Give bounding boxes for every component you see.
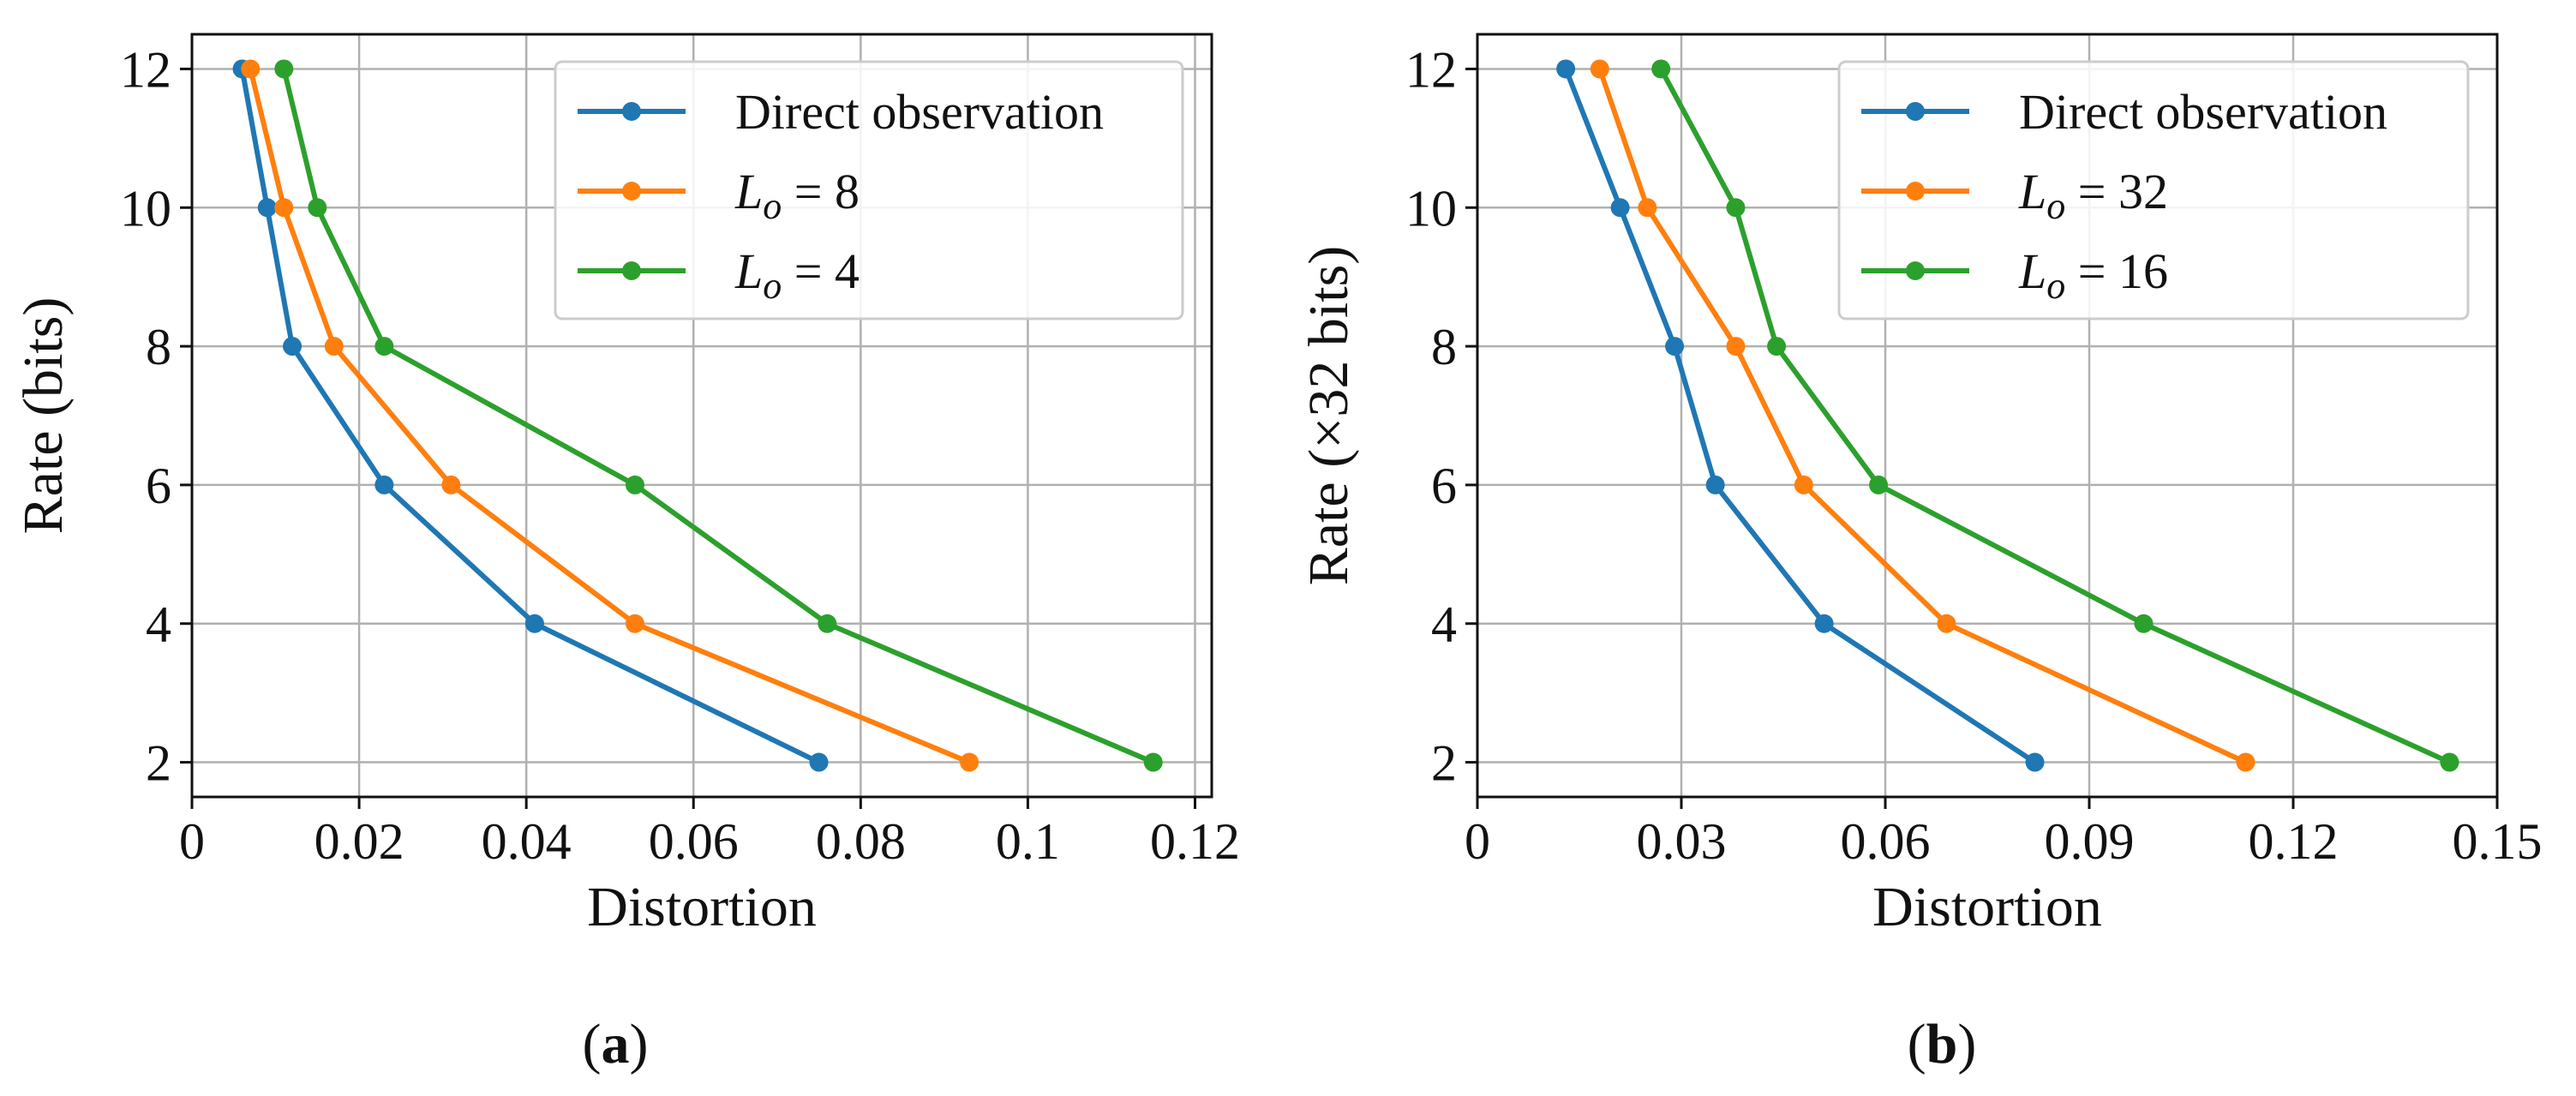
data-point	[818, 614, 837, 633]
data-point	[257, 198, 277, 218]
legend-marker	[622, 102, 641, 121]
y-tick-label: 10	[1405, 180, 1457, 237]
data-point	[524, 614, 544, 633]
data-point	[625, 475, 644, 494]
y-tick-label: 8	[146, 319, 171, 375]
x-tick-label: 0.08	[816, 813, 906, 870]
y-tick-label: 2	[1431, 735, 1457, 792]
y-tick-label: 10	[120, 180, 171, 237]
legend-entry-1: Lo = 32	[2018, 164, 2168, 227]
legend-marker	[1906, 182, 1925, 201]
data-point	[625, 614, 644, 633]
data-point	[2025, 752, 2045, 772]
x-tick-label: 0.15	[2453, 813, 2543, 870]
y-axis-label: Rate (×32 bits)	[1297, 246, 1360, 585]
chart-panel-a: 0 0.02 0.04 0.06 0.08 0.1 0.12 2 4 6 8 10 12 Distorti…	[12, 33, 1240, 1075]
legend: Direct observation Lo = 32 Lo = 16	[1837, 60, 2470, 320]
x-axis-label: Distortion	[587, 876, 817, 938]
legend-entry-0: Direct observation	[735, 84, 1104, 140]
data-point	[2440, 752, 2459, 772]
legend-marker	[622, 261, 641, 280]
legend-entry-0: Direct observation	[2019, 84, 2387, 140]
data-point	[1869, 475, 1889, 494]
legend-box	[554, 60, 1184, 320]
y-tick-label: 6	[146, 458, 171, 514]
legend-marker	[1906, 102, 1925, 121]
data-point	[274, 198, 294, 218]
x-tick-label: 0	[179, 813, 205, 870]
data-point	[809, 752, 829, 772]
data-point	[324, 337, 344, 356]
data-point	[1726, 198, 1746, 218]
chart-panel-b: 0 0.03 0.06 0.09 0.12 0.15 2 4 6 8 10 12 Distortion R…	[1297, 33, 2543, 1075]
data-point	[1726, 337, 1746, 356]
x-tick-label: 0.09	[2045, 813, 2135, 870]
legend: Direct observation Lo = 8 Lo = 4	[554, 60, 1184, 320]
data-point	[1610, 198, 1630, 218]
x-tick-label: 0	[1465, 813, 1490, 870]
data-point	[1767, 337, 1787, 356]
legend-marker	[1906, 261, 1925, 280]
plot-frame	[190, 33, 1213, 799]
x-tick-label: 0.1	[996, 813, 1060, 870]
y-tick-label: 6	[1431, 458, 1457, 514]
x-tick-label: 0.06	[1841, 813, 1931, 870]
data-point	[274, 59, 294, 79]
data-point	[1556, 59, 1576, 79]
legend-entry-2: Lo = 4	[734, 243, 860, 307]
x-tick-label: 0.06	[649, 813, 739, 870]
x-tick-label: 0.02	[315, 813, 404, 870]
x-tick-label: 0.12	[1150, 813, 1240, 870]
y-tick-label: 4	[146, 596, 171, 653]
plot-frame	[1476, 33, 2499, 799]
series-line-1	[1597, 68, 2247, 765]
x-tick-label: 0.04	[482, 813, 572, 870]
legend-entry-1: Lo = 8	[734, 164, 860, 227]
data-point	[1665, 337, 1685, 356]
data-point	[1794, 475, 1813, 494]
data-point	[441, 475, 461, 494]
legend-box	[1837, 60, 2470, 320]
data-point	[960, 752, 979, 772]
series-line-0	[1563, 68, 2037, 765]
y-axis-label: Rate (bits)	[12, 297, 75, 535]
series-line-1	[248, 68, 971, 765]
data-point	[1590, 59, 1609, 79]
y-tick-label: 8	[1431, 319, 1457, 375]
data-point	[241, 59, 261, 79]
data-point	[1651, 59, 1671, 79]
y-tick-label: 12	[1405, 41, 1457, 98]
caption: (b)	[1908, 1013, 1977, 1075]
y-tick-label: 2	[146, 735, 171, 792]
legend-marker	[622, 182, 641, 201]
y-tick-label: 4	[1431, 596, 1457, 653]
y-tick-label: 12	[120, 41, 171, 98]
data-point	[374, 475, 394, 494]
x-tick-label: 0.03	[1637, 813, 1727, 870]
data-point	[1937, 614, 1956, 633]
series-line-2	[281, 68, 1154, 765]
data-point	[1143, 752, 1163, 772]
x-axis-label: Distortion	[1872, 876, 2102, 938]
caption: (a)	[583, 1013, 649, 1075]
data-point	[1705, 475, 1725, 494]
data-point	[283, 337, 303, 356]
data-point	[308, 198, 327, 218]
data-point	[374, 337, 394, 356]
legend-entry-2: Lo = 16	[2018, 243, 2168, 307]
data-point	[2134, 614, 2154, 633]
data-point	[2236, 752, 2255, 772]
data-point	[1638, 198, 1657, 218]
x-tick-label: 0.12	[2249, 813, 2339, 870]
series-line-2	[1658, 68, 2451, 765]
data-point	[1814, 614, 1834, 633]
series-line-0	[239, 68, 820, 765]
